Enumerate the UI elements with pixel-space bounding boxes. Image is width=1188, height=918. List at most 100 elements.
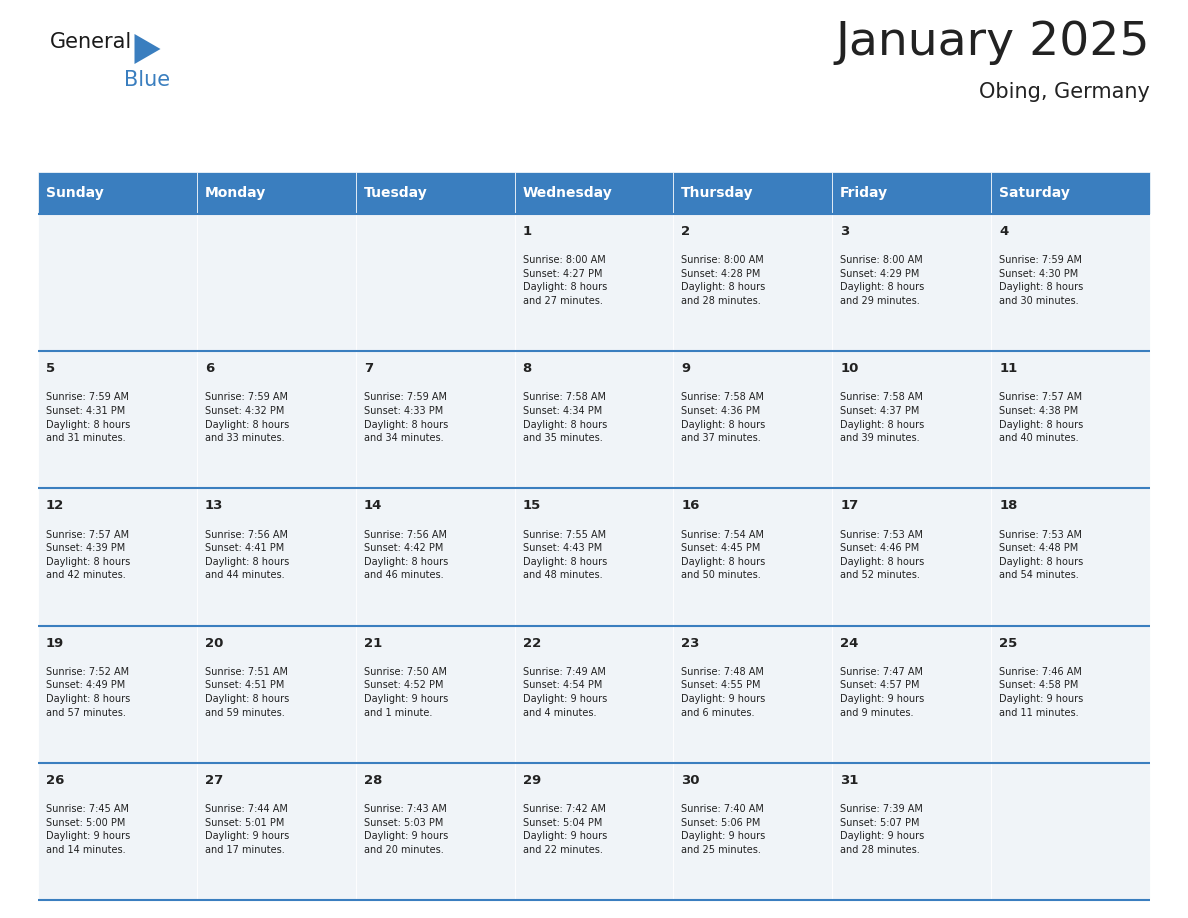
Bar — [833, 625, 991, 763]
Text: Sunrise: 7:54 AM
Sunset: 4:45 PM
Daylight: 8 hours
and 50 minutes.: Sunrise: 7:54 AM Sunset: 4:45 PM Dayligh… — [682, 530, 765, 580]
Bar — [833, 763, 991, 900]
Text: Sunrise: 7:39 AM
Sunset: 5:07 PM
Daylight: 9 hours
and 28 minutes.: Sunrise: 7:39 AM Sunset: 5:07 PM Dayligh… — [840, 804, 924, 855]
Text: Sunrise: 7:59 AM
Sunset: 4:31 PM
Daylight: 8 hours
and 31 minutes.: Sunrise: 7:59 AM Sunset: 4:31 PM Dayligh… — [46, 392, 131, 443]
Bar — [197, 172, 355, 214]
Bar — [833, 488, 991, 625]
Bar — [674, 488, 833, 625]
Text: 7: 7 — [364, 363, 373, 375]
Bar — [355, 488, 514, 625]
Text: Sunrise: 7:47 AM
Sunset: 4:57 PM
Daylight: 9 hours
and 9 minutes.: Sunrise: 7:47 AM Sunset: 4:57 PM Dayligh… — [840, 666, 924, 718]
Bar — [38, 625, 197, 763]
Bar — [38, 488, 197, 625]
Text: Sunrise: 7:55 AM
Sunset: 4:43 PM
Daylight: 8 hours
and 48 minutes.: Sunrise: 7:55 AM Sunset: 4:43 PM Dayligh… — [523, 530, 607, 580]
Bar — [38, 352, 197, 488]
Bar — [674, 763, 833, 900]
Text: 9: 9 — [682, 363, 690, 375]
Text: 29: 29 — [523, 774, 541, 787]
Text: 27: 27 — [204, 774, 223, 787]
Text: 10: 10 — [840, 363, 859, 375]
Bar — [355, 214, 514, 352]
Bar — [355, 172, 514, 214]
Text: Obing, Germany: Obing, Germany — [979, 82, 1150, 102]
Text: 4: 4 — [999, 225, 1009, 238]
Bar — [197, 352, 355, 488]
Text: Sunrise: 7:53 AM
Sunset: 4:48 PM
Daylight: 8 hours
and 54 minutes.: Sunrise: 7:53 AM Sunset: 4:48 PM Dayligh… — [999, 530, 1083, 580]
Text: 28: 28 — [364, 774, 383, 787]
Text: 15: 15 — [523, 499, 541, 512]
Bar — [514, 488, 674, 625]
Text: 31: 31 — [840, 774, 859, 787]
Text: 25: 25 — [999, 636, 1017, 650]
Text: 12: 12 — [46, 499, 64, 512]
Text: 19: 19 — [46, 636, 64, 650]
Text: Sunrise: 7:51 AM
Sunset: 4:51 PM
Daylight: 8 hours
and 59 minutes.: Sunrise: 7:51 AM Sunset: 4:51 PM Dayligh… — [204, 666, 289, 718]
Bar — [514, 763, 674, 900]
Text: 6: 6 — [204, 363, 214, 375]
Text: Sunrise: 7:57 AM
Sunset: 4:38 PM
Daylight: 8 hours
and 40 minutes.: Sunrise: 7:57 AM Sunset: 4:38 PM Dayligh… — [999, 392, 1083, 443]
Text: Sunrise: 7:58 AM
Sunset: 4:34 PM
Daylight: 8 hours
and 35 minutes.: Sunrise: 7:58 AM Sunset: 4:34 PM Dayligh… — [523, 392, 607, 443]
Text: Sunrise: 7:44 AM
Sunset: 5:01 PM
Daylight: 9 hours
and 17 minutes.: Sunrise: 7:44 AM Sunset: 5:01 PM Dayligh… — [204, 804, 289, 855]
Text: January 2025: January 2025 — [835, 20, 1150, 65]
Bar — [991, 763, 1150, 900]
Bar — [197, 763, 355, 900]
Text: Sunrise: 8:00 AM
Sunset: 4:28 PM
Daylight: 8 hours
and 28 minutes.: Sunrise: 8:00 AM Sunset: 4:28 PM Dayligh… — [682, 255, 765, 306]
Bar — [38, 763, 197, 900]
Bar — [991, 488, 1150, 625]
Bar — [514, 214, 674, 352]
Bar — [514, 352, 674, 488]
Bar — [833, 172, 991, 214]
Text: 21: 21 — [364, 636, 381, 650]
Text: 8: 8 — [523, 363, 532, 375]
Bar — [833, 214, 991, 352]
Bar — [38, 172, 197, 214]
Text: Sunday: Sunday — [46, 186, 103, 200]
Polygon shape — [134, 34, 160, 64]
Text: Sunrise: 7:42 AM
Sunset: 5:04 PM
Daylight: 9 hours
and 22 minutes.: Sunrise: 7:42 AM Sunset: 5:04 PM Dayligh… — [523, 804, 607, 855]
Text: Sunrise: 7:57 AM
Sunset: 4:39 PM
Daylight: 8 hours
and 42 minutes.: Sunrise: 7:57 AM Sunset: 4:39 PM Dayligh… — [46, 530, 131, 580]
Text: Friday: Friday — [840, 186, 889, 200]
Text: 30: 30 — [682, 774, 700, 787]
Text: 16: 16 — [682, 499, 700, 512]
Text: 14: 14 — [364, 499, 383, 512]
Bar — [38, 214, 197, 352]
Text: 5: 5 — [46, 363, 55, 375]
Text: 22: 22 — [523, 636, 541, 650]
Text: Sunrise: 7:52 AM
Sunset: 4:49 PM
Daylight: 8 hours
and 57 minutes.: Sunrise: 7:52 AM Sunset: 4:49 PM Dayligh… — [46, 666, 131, 718]
Bar — [514, 625, 674, 763]
Text: Sunrise: 7:59 AM
Sunset: 4:33 PM
Daylight: 8 hours
and 34 minutes.: Sunrise: 7:59 AM Sunset: 4:33 PM Dayligh… — [364, 392, 448, 443]
Bar — [674, 214, 833, 352]
Text: 17: 17 — [840, 499, 859, 512]
Text: Sunrise: 7:49 AM
Sunset: 4:54 PM
Daylight: 9 hours
and 4 minutes.: Sunrise: 7:49 AM Sunset: 4:54 PM Dayligh… — [523, 666, 607, 718]
Text: Saturday: Saturday — [999, 186, 1070, 200]
Bar — [991, 625, 1150, 763]
Text: Sunrise: 7:58 AM
Sunset: 4:37 PM
Daylight: 8 hours
and 39 minutes.: Sunrise: 7:58 AM Sunset: 4:37 PM Dayligh… — [840, 392, 924, 443]
Text: Sunrise: 8:00 AM
Sunset: 4:27 PM
Daylight: 8 hours
and 27 minutes.: Sunrise: 8:00 AM Sunset: 4:27 PM Dayligh… — [523, 255, 607, 306]
Text: Sunrise: 7:56 AM
Sunset: 4:42 PM
Daylight: 8 hours
and 46 minutes.: Sunrise: 7:56 AM Sunset: 4:42 PM Dayligh… — [364, 530, 448, 580]
Text: 23: 23 — [682, 636, 700, 650]
Text: General: General — [50, 32, 132, 52]
Bar — [833, 352, 991, 488]
Text: 20: 20 — [204, 636, 223, 650]
Text: 1: 1 — [523, 225, 532, 238]
Bar — [674, 172, 833, 214]
Bar — [197, 214, 355, 352]
Text: Sunrise: 7:50 AM
Sunset: 4:52 PM
Daylight: 9 hours
and 1 minute.: Sunrise: 7:50 AM Sunset: 4:52 PM Dayligh… — [364, 666, 448, 718]
Text: Sunrise: 8:00 AM
Sunset: 4:29 PM
Daylight: 8 hours
and 29 minutes.: Sunrise: 8:00 AM Sunset: 4:29 PM Dayligh… — [840, 255, 924, 306]
Text: Sunrise: 7:46 AM
Sunset: 4:58 PM
Daylight: 9 hours
and 11 minutes.: Sunrise: 7:46 AM Sunset: 4:58 PM Dayligh… — [999, 666, 1083, 718]
Text: Sunrise: 7:53 AM
Sunset: 4:46 PM
Daylight: 8 hours
and 52 minutes.: Sunrise: 7:53 AM Sunset: 4:46 PM Dayligh… — [840, 530, 924, 580]
Text: 24: 24 — [840, 636, 859, 650]
Bar — [355, 763, 514, 900]
Bar — [355, 352, 514, 488]
Bar — [355, 625, 514, 763]
Text: 3: 3 — [840, 225, 849, 238]
Text: Sunrise: 7:59 AM
Sunset: 4:30 PM
Daylight: 8 hours
and 30 minutes.: Sunrise: 7:59 AM Sunset: 4:30 PM Dayligh… — [999, 255, 1083, 306]
Text: Sunrise: 7:56 AM
Sunset: 4:41 PM
Daylight: 8 hours
and 44 minutes.: Sunrise: 7:56 AM Sunset: 4:41 PM Dayligh… — [204, 530, 289, 580]
Text: Sunrise: 7:59 AM
Sunset: 4:32 PM
Daylight: 8 hours
and 33 minutes.: Sunrise: 7:59 AM Sunset: 4:32 PM Dayligh… — [204, 392, 289, 443]
Text: Tuesday: Tuesday — [364, 186, 428, 200]
Text: 18: 18 — [999, 499, 1017, 512]
Bar — [991, 172, 1150, 214]
Bar — [674, 625, 833, 763]
Text: Thursday: Thursday — [682, 186, 754, 200]
Text: Sunrise: 7:40 AM
Sunset: 5:06 PM
Daylight: 9 hours
and 25 minutes.: Sunrise: 7:40 AM Sunset: 5:06 PM Dayligh… — [682, 804, 765, 855]
Text: 13: 13 — [204, 499, 223, 512]
